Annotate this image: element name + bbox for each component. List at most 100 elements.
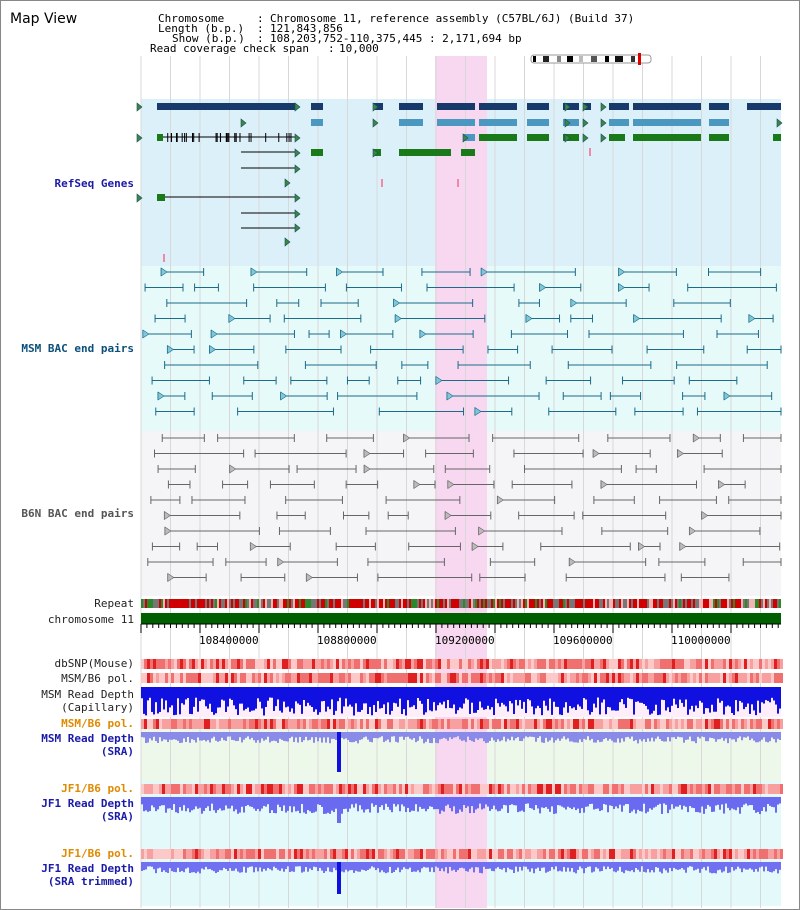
depth-bar [377,797,379,813]
depth-bar [617,732,619,739]
depth-bar [223,732,225,741]
depth-bar [551,862,553,868]
depth-bar [717,732,719,740]
heat-cell [570,719,573,729]
depth-bar [227,732,229,737]
depth-bar [625,797,627,805]
heat-cell [735,784,738,794]
gene-exon [157,194,165,201]
heat-cell [702,673,705,683]
heat-cell [528,673,531,683]
heat-cell [531,673,534,683]
depth-bar [745,687,747,707]
repeat-bar [749,599,751,608]
depth-bar [239,732,241,738]
heat-cell [390,719,393,729]
depth-bar [179,732,181,744]
heat-cell [510,849,513,859]
depth-bar [629,797,631,814]
heat-cell [531,659,534,669]
depth-bar [439,862,441,872]
ideogram-band [557,56,561,62]
depth-bar [701,732,703,737]
repeat-bar [421,599,423,608]
heat-cell [690,719,693,729]
depth-bar [261,797,263,809]
heat-cell [633,673,636,683]
depth-bar [535,732,537,742]
repeat-bar [489,599,491,608]
depth-bar [657,732,659,737]
heat-cell [237,849,240,859]
heat-cell [639,784,642,794]
depth-bar [483,687,485,710]
heat-cell [267,849,270,859]
heat-cell [444,784,447,794]
bac-end-arrow [413,479,421,490]
heat-cell [696,673,699,683]
repeat-bar [751,599,753,608]
repeat-bar [577,599,579,608]
heat-cell [780,659,783,669]
depth-bar [567,797,569,807]
depth-bar [741,687,743,703]
depth-bar [333,732,335,739]
depth-bar [693,862,695,871]
heat-cell [264,849,267,859]
depth-bar [729,862,731,873]
heat-cell [657,659,660,669]
depth-bar [329,687,331,710]
depth-bar [439,687,441,703]
heat-cell [297,784,300,794]
gene-exon [479,134,517,141]
heat-cell [678,673,681,683]
heat-cell [744,719,747,729]
depth-bar [457,732,459,737]
heat-cell [150,849,153,859]
depth-bar [547,862,549,872]
repeat-bar [501,599,503,608]
depth-bar [493,687,495,716]
repeat-bar [379,599,381,608]
heat-cell [726,659,729,669]
heat-cell [675,719,678,729]
depth-bar [201,687,203,700]
heat-cell [306,719,309,729]
repeat-bar [179,599,181,608]
depth-bar [617,862,619,871]
depth-bar [735,862,737,870]
depth-bar [209,732,211,743]
depth-bar [145,687,147,716]
heat-cell [165,659,168,669]
heat-cell [576,659,579,669]
heat-cell [744,659,747,669]
depth-bar [689,687,691,710]
depth-bar [761,732,763,740]
repeat-bar [713,599,715,608]
depth-bar [725,862,727,867]
heat-cell [699,784,702,794]
heat-cell [666,673,669,683]
depth-bar [223,687,225,701]
depth-bar [207,797,209,807]
heat-cell [597,849,600,859]
depth-bar [517,732,519,738]
depth-bar [283,862,285,872]
depth-bar [697,797,699,813]
depth-bar [151,862,153,867]
depth-bar [449,732,451,738]
heat-cell [399,659,402,669]
depth-bar [721,687,723,701]
heat-cell [423,673,426,683]
depth-bar [319,732,321,738]
heat-cell [483,849,486,859]
depth-bar [429,732,431,744]
depth-bar [673,732,675,738]
heat-cell [366,849,369,859]
depth-bar [653,732,655,742]
bac-end-arrow [394,313,402,324]
depth-bar [733,797,735,810]
depth-bar [757,687,759,701]
depth-bar [727,687,729,706]
